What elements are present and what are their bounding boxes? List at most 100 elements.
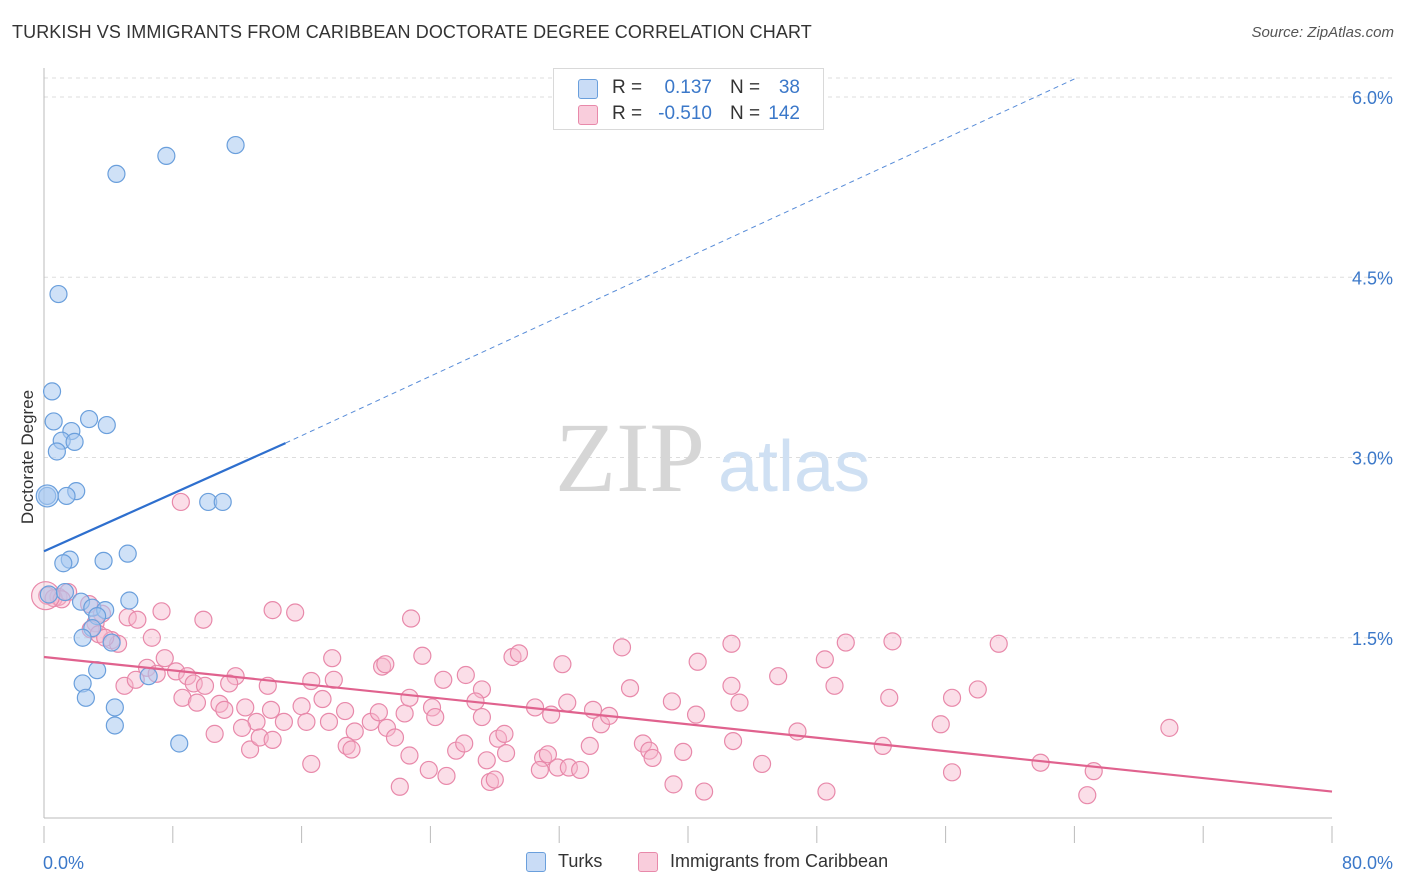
data-point-turks (107, 164, 126, 184)
data-point-caribbean (477, 751, 496, 770)
r-label: R = (612, 77, 643, 98)
legend-label-caribbean: Immigrants from Caribbean (670, 851, 889, 871)
n-value: 142 (768, 103, 800, 124)
data-point-caribbean (1160, 718, 1179, 737)
legend-item-turks[interactable]: Turks (526, 851, 602, 872)
data-point-caribbean (419, 760, 438, 780)
data-point-caribbean (730, 693, 749, 712)
data-point-caribbean (155, 649, 174, 668)
trend-line-turks-extended (285, 78, 1075, 444)
data-point-caribbean (530, 760, 549, 780)
data-point-caribbean (313, 689, 332, 709)
data-point-caribbean (942, 688, 962, 707)
tick-labels: 1.5% 3.0% 4.5% 6.0% 0.0% 80.0% (43, 88, 1393, 873)
data-point-caribbean (883, 632, 902, 651)
data-point-turks (102, 633, 121, 652)
data-point-turks (120, 591, 139, 610)
data-point-caribbean (373, 657, 392, 676)
data-point-caribbean (533, 748, 553, 768)
n-label: N = (730, 77, 761, 98)
y-axis-label: Doctorate Degree (18, 390, 37, 524)
data-point-caribbean (509, 644, 529, 663)
data-point-caribbean (240, 740, 260, 759)
trend-line-caribbean (43, 655, 1333, 793)
data-point-caribbean (688, 652, 707, 671)
data-point-caribbean (400, 746, 419, 765)
data-point-turks (42, 382, 62, 401)
data-point-turks (54, 554, 73, 573)
watermark: ZIP atlas (555, 402, 870, 513)
legend-label-turks: Turks (558, 851, 603, 871)
turks-swatch (578, 79, 598, 99)
data-point-caribbean (335, 701, 355, 721)
data-point-caribbean (292, 697, 311, 716)
data-point-caribbean (434, 670, 453, 689)
data-point-turks (39, 585, 58, 604)
data-point-caribbean (559, 758, 578, 777)
data-point-turks (94, 551, 113, 570)
data-point-caribbean (722, 634, 741, 653)
data-point-caribbean (297, 712, 316, 731)
data-point-caribbean (722, 676, 741, 695)
n-label: N = (730, 103, 761, 124)
data-point-caribbean (422, 698, 442, 717)
y-tick-label: 6.0% (1352, 88, 1393, 108)
series-legend: Turks Immigrants from Caribbean (0, 851, 1406, 879)
y-tick-label: 1.5% (1352, 629, 1393, 649)
data-point-caribbean (1078, 786, 1097, 805)
x-tick-label: 0.0% (43, 853, 84, 873)
data-point-turks (170, 734, 189, 753)
data-point-caribbean (580, 736, 599, 756)
data-point-turks (213, 492, 232, 512)
data-point-turks (65, 432, 84, 451)
data-point-caribbean (286, 603, 305, 622)
data-point-caribbean (184, 674, 203, 693)
data-point-caribbean (769, 667, 788, 686)
data-point-caribbean (836, 633, 855, 652)
data-point-turks (157, 146, 176, 165)
source-label: Source: ZipAtlas.com (1251, 24, 1394, 41)
legend-item-caribbean[interactable]: Immigrants from Caribbean (638, 851, 888, 872)
data-point-caribbean (694, 782, 714, 801)
data-point-turks (139, 667, 158, 686)
data-point-caribbean (302, 754, 321, 774)
data-point-caribbean (401, 609, 421, 628)
series-caribbean-points (31, 492, 1179, 805)
data-point-caribbean (187, 693, 207, 712)
data-point-caribbean (263, 601, 282, 620)
legend-row-caribbean: R = -0.510 N = 142 (554, 102, 823, 128)
data-point-turks (55, 582, 75, 602)
data-point-caribbean (400, 688, 419, 707)
y-tick-label: 4.5% (1352, 268, 1393, 288)
data-point-caribbean (968, 680, 987, 699)
data-point-caribbean (674, 742, 693, 762)
data-point-caribbean (817, 782, 836, 801)
data-point-caribbean (931, 715, 950, 734)
caribbean-swatch (578, 105, 598, 125)
data-point-turks (49, 284, 68, 304)
axes (43, 68, 1332, 819)
data-point-caribbean (385, 728, 405, 747)
data-point-caribbean (274, 712, 293, 731)
data-point-caribbean (437, 766, 456, 786)
series-turks-points (35, 135, 245, 753)
data-point-caribbean (395, 704, 414, 723)
data-point-caribbean (496, 744, 516, 763)
data-point-turks (35, 484, 59, 508)
data-point-caribbean (210, 694, 229, 713)
data-point-caribbean (456, 665, 475, 685)
data-point-caribbean (323, 649, 342, 668)
data-point-turks (105, 698, 124, 717)
data-point-caribbean (664, 775, 683, 794)
r-value: -0.510 (658, 103, 712, 124)
data-point-caribbean (633, 734, 653, 753)
trend-line-turks (43, 442, 286, 553)
data-point-caribbean (376, 655, 395, 674)
data-point-caribbean (215, 700, 234, 719)
data-point-caribbean (263, 730, 282, 749)
data-point-caribbean (455, 734, 474, 753)
x-tick-label: 80.0% (1342, 853, 1393, 873)
data-point-caribbean (553, 655, 572, 674)
data-point-caribbean (558, 693, 577, 712)
